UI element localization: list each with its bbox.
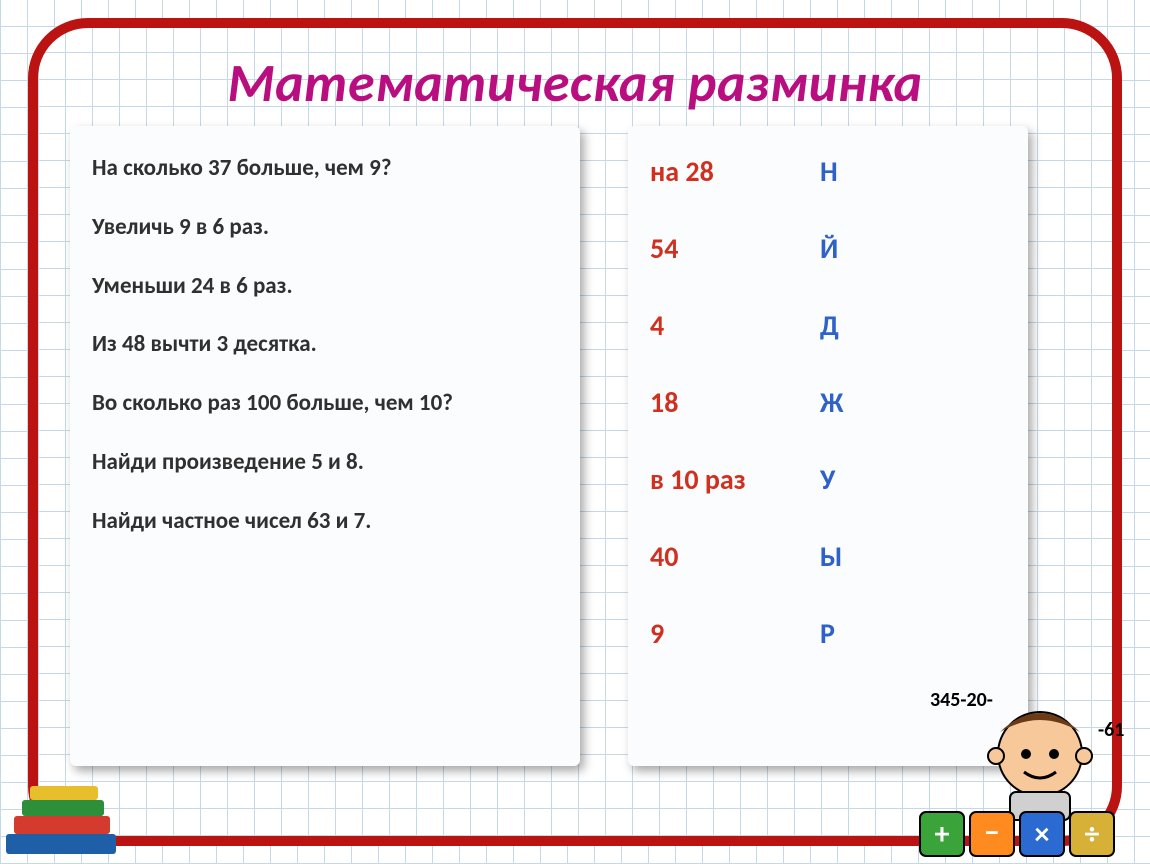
- answer-value: 18: [650, 385, 820, 420]
- mathkid-icon: 345-20- -61 + − × ÷: [890, 684, 1150, 864]
- question-row: Из 48 вычти 3 десятка.: [92, 330, 558, 359]
- svg-text:×: ×: [1035, 816, 1050, 853]
- svg-text:÷: ÷: [1085, 816, 1100, 853]
- answer-row: 18 Ж: [650, 385, 1006, 420]
- answer-row: на 28 Н: [650, 154, 1006, 189]
- answer-letter: Ы: [820, 539, 842, 574]
- answers-panel: на 28 Н 54 Й 4 Д 18 Ж в 10 раз У 40 Ы: [628, 126, 1028, 766]
- answer-letter: У: [820, 462, 835, 497]
- svg-text:−: −: [985, 814, 1000, 851]
- question-row: Во сколько раз 100 больше, чем 10?: [92, 389, 558, 418]
- question-row: Найди частное чисел 63 и 7.: [92, 507, 558, 536]
- question-row: Найди произведение 5 и 8.: [92, 448, 558, 477]
- books-icon: [0, 764, 130, 864]
- answer-row: 54 Й: [650, 231, 1006, 266]
- question-row: Уменьши 24 в 6 раз.: [92, 272, 558, 301]
- answer-value: в 10 раз: [650, 462, 820, 497]
- answer-letter: Д: [820, 308, 839, 343]
- question-row: Увеличь 9 в 6 раз.: [92, 213, 558, 242]
- answer-row: 9 Р: [650, 616, 1006, 651]
- answer-letter: Н: [820, 154, 838, 189]
- answer-value: 4: [650, 308, 820, 343]
- questions-panel: На сколько 37 больше, чем 9? Увеличь 9 в…: [70, 126, 580, 766]
- answer-row: в 10 раз У: [650, 462, 1006, 497]
- answer-value: 54: [650, 231, 820, 266]
- answer-value: на 28: [650, 154, 820, 189]
- answer-letter: Р: [820, 616, 835, 651]
- answer-row: 40 Ы: [650, 539, 1006, 574]
- answer-row: 4 Д: [650, 308, 1006, 343]
- content-columns: На сколько 37 больше, чем 9? Увеличь 9 в…: [70, 126, 1080, 766]
- answer-value: 40: [650, 539, 820, 574]
- svg-text:+: +: [935, 816, 950, 853]
- expr-right: -61: [1098, 718, 1124, 742]
- question-row: На сколько 37 больше, чем 9?: [92, 154, 558, 183]
- page-title: Математическая разминка: [70, 50, 1080, 116]
- expr-left: 345-20-: [930, 688, 993, 712]
- answer-letter: Й: [820, 231, 838, 266]
- answer-value: 9: [650, 616, 820, 651]
- answer-letter: Ж: [820, 385, 843, 420]
